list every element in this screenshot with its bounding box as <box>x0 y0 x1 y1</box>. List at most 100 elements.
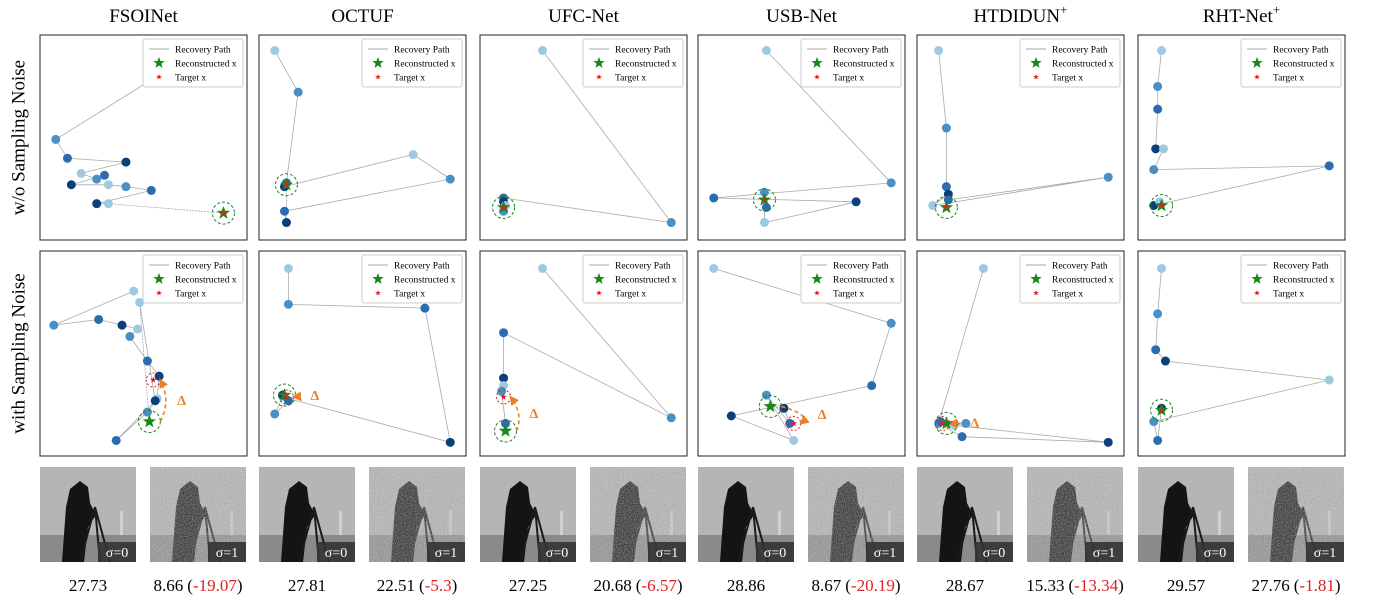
image-figure <box>1160 481 1194 562</box>
sigma-label: σ=0 <box>546 546 568 561</box>
bracket-open: ( <box>187 576 193 595</box>
path-point <box>125 331 135 341</box>
bracket-close: ) <box>1335 576 1341 595</box>
legend-label: Target x <box>1273 74 1304 84</box>
reconstructed-ring <box>934 195 958 219</box>
image-figure <box>502 481 536 562</box>
path-point <box>270 409 280 419</box>
recovery-path-end <box>770 406 785 409</box>
image-tower <box>1218 511 1221 535</box>
delta-label: Δ <box>970 416 979 431</box>
legend-label: Reconstructed x <box>175 60 237 70</box>
score-noisy: 20.68 (-6.57) <box>593 576 682 595</box>
legend-label: Target x <box>615 290 646 300</box>
legend-label: Recovery Path <box>1052 262 1108 272</box>
clean-image: σ=0 <box>259 467 355 563</box>
legend-label: Reconstructed x <box>394 60 456 70</box>
legend-label: Reconstructed x <box>833 60 895 70</box>
noisy-image: σ=1 <box>1027 467 1123 563</box>
path-point <box>49 320 59 330</box>
legend-label: Target x <box>833 74 864 84</box>
path-point <box>538 46 548 56</box>
reconstructed-star <box>277 388 292 401</box>
legend-label: Reconstructed x <box>1273 60 1335 70</box>
target-star <box>939 419 946 427</box>
path-point <box>1151 144 1161 154</box>
legend-box <box>800 254 902 304</box>
score-clean: 27.81 <box>288 576 326 595</box>
row-label: w/o Sampling Noise <box>8 60 29 215</box>
legend-star-red <box>1254 290 1260 296</box>
legend-label: Recovery Path <box>615 262 671 272</box>
noisy-image: σ=1 <box>590 467 686 563</box>
path-point <box>62 153 72 163</box>
reconstructed-ring <box>1150 194 1174 218</box>
legend-label: Reconstructed x <box>1052 276 1114 286</box>
target-star <box>500 203 507 211</box>
legend-label: Target x <box>1052 290 1083 300</box>
score-noisy: 15.33 (-13.34) <box>1026 576 1124 595</box>
path-point <box>1151 345 1161 355</box>
recovery-path-end <box>108 203 224 214</box>
target-star <box>761 196 768 203</box>
legend-box <box>1240 254 1342 304</box>
score-drop: -20.19 <box>851 576 895 595</box>
path-point <box>146 185 156 195</box>
delta-arrow <box>781 405 810 425</box>
legend-star-green <box>811 273 823 284</box>
recovery-path <box>274 50 452 223</box>
delta-arrow <box>291 391 302 402</box>
path-point <box>293 87 303 97</box>
path-point <box>759 218 769 228</box>
reconstructed-ring <box>1150 398 1174 422</box>
path-point <box>1149 417 1159 427</box>
path-point <box>666 413 676 423</box>
bracket-close: ) <box>895 576 901 595</box>
path-point <box>121 182 131 192</box>
target-star <box>1158 202 1165 209</box>
column-title: USB-Net <box>766 6 837 27</box>
legend-box <box>361 254 463 304</box>
noisy-image: σ=1 <box>150 467 246 563</box>
legend-label: Recovery Path <box>615 46 671 56</box>
path-point <box>709 263 719 273</box>
path-point <box>501 418 510 428</box>
legend-label: Reconstructed x <box>1052 60 1114 70</box>
image-figure <box>720 481 754 562</box>
path-point <box>408 150 418 160</box>
legend-label: Recovery Path <box>394 262 450 272</box>
path-point <box>499 328 509 338</box>
legend-box <box>142 254 244 304</box>
legend-star-red <box>156 74 162 80</box>
bracket-close: ) <box>677 576 683 595</box>
delta-label: Δ <box>310 389 319 404</box>
path-point <box>957 432 967 442</box>
sigma-label: σ=1 <box>435 546 457 561</box>
column-title: OCTUF <box>331 6 393 27</box>
legend-star-red <box>375 74 381 80</box>
path-point <box>420 303 430 313</box>
clean-image: σ=0 <box>1138 467 1234 563</box>
sigma-badge <box>975 542 1013 562</box>
path-point <box>1153 435 1163 445</box>
path-point <box>709 193 719 203</box>
target-star <box>149 376 157 383</box>
column-title: HTDIDUN+ <box>974 2 1068 27</box>
path-point <box>928 201 938 211</box>
path-point <box>111 435 121 445</box>
path-point <box>1153 81 1163 91</box>
reconstructed-star <box>498 424 513 437</box>
legend-label: Recovery Path <box>1273 262 1329 272</box>
reconstructed-ring <box>492 195 516 219</box>
image-figure <box>281 481 315 562</box>
path-point <box>280 206 289 216</box>
path-point <box>761 46 771 56</box>
legend-label: Target x <box>394 74 425 84</box>
legend-star-green <box>1251 57 1263 68</box>
path-point <box>1103 437 1113 447</box>
sigma-label: σ=0 <box>325 546 347 561</box>
recovery-path <box>713 268 892 442</box>
path-point <box>789 435 799 445</box>
reconstructed-ring <box>752 188 776 212</box>
legend-label: Recovery Path <box>175 46 231 56</box>
